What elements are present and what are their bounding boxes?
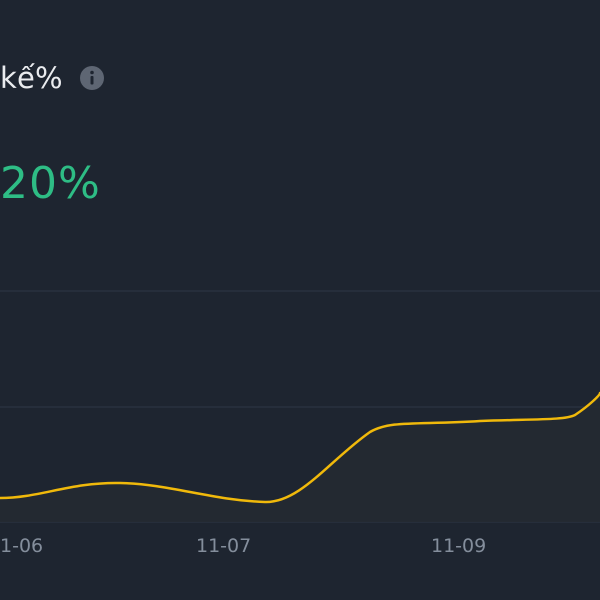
metric-label: kế% — [0, 61, 63, 95]
series-line — [0, 391, 600, 504]
x-tick-label: 1-06 — [0, 535, 43, 557]
info-icon[interactable] — [79, 65, 105, 91]
metric-value: 20% — [0, 158, 101, 209]
x-tick-label: 11-07 — [196, 535, 251, 557]
header-row: kế% — [0, 56, 105, 100]
area-fill — [0, 393, 600, 522]
x-tick-label: 11-09 — [431, 535, 486, 557]
